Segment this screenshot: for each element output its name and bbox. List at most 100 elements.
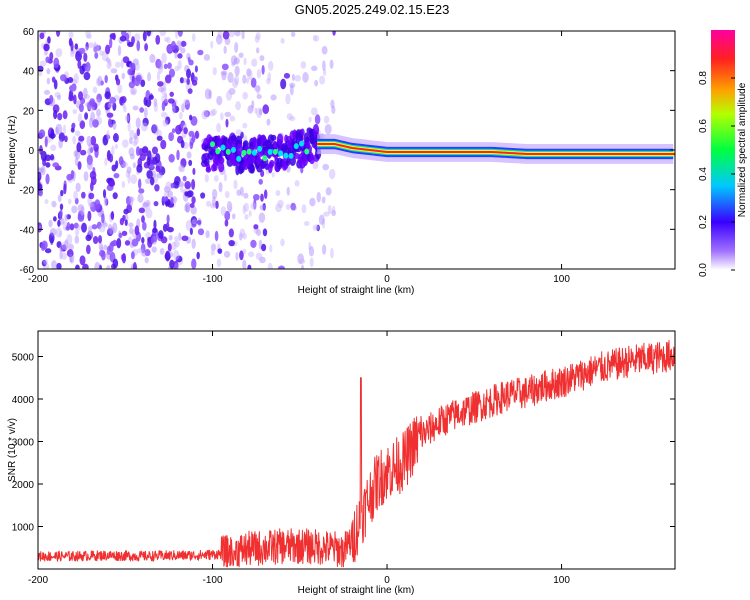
spectrogram-noise-dot [133,134,139,145]
spectrogram-noise-dot [153,219,157,230]
spectrogram-noise-dot [175,255,183,263]
snr-x-tick-label: 100 [553,575,570,586]
spectrogram-noise-dot [235,251,239,261]
spectrogram-noise-dot [316,191,322,203]
spectrogram-noise-dot [211,108,217,116]
spectrogram-noise-dot [84,66,90,72]
spectrogram-noise-dot [184,181,192,190]
spectrogram-noise-dot [141,251,148,257]
spectrogram-noise-dot [38,70,43,77]
spectrogram-noise-dot [163,190,170,199]
spectrogram-noise-dot [215,200,219,210]
spectrogram-noise-dot [92,235,99,245]
spectrogram-noise-dot [234,31,241,37]
spectrogram-y-tick-label: 0 [28,146,34,157]
spectrogram-noise-dot [77,224,81,231]
spectrogram-noise-dot [203,54,211,61]
spectrogram-noise-dot [192,167,196,176]
spectrogram-noise-dot [66,234,73,245]
spectrogram-noise-dot [98,242,104,252]
spectrogram-noise-dot [285,93,291,105]
spectrogram-noise-dot [286,186,290,196]
snr-y-tick-label: 4000 [12,395,35,406]
spectrogram-noise-dot [242,259,247,269]
colorbar-label: Normalized spectral amplitude [737,82,748,217]
spectrogram-noise-dot [126,61,132,68]
spectrogram-noise-dot [142,31,147,42]
spectrogram-noise-dot [165,181,172,192]
spectrogram-noise-dot [118,156,124,166]
spectrogram-noise-dot [224,219,229,227]
spectrogram-noise-dot [280,78,287,90]
spectrogram-noise-dot [38,129,46,138]
spectrogram-noise-dot [180,47,186,54]
spectrogram-noise-dot [164,97,169,104]
spectrogram-noise-dot [222,31,230,40]
spectrogram-noise-dot [308,241,312,251]
spectrogram-noise-dot [252,193,260,201]
spectrogram-noise-dot [161,52,167,64]
spectrogram-noise-dot [121,72,125,80]
spectrogram-noise-dot [143,107,148,118]
spectrogram-noise-dot [144,43,149,52]
spectrogram-noise-dot [72,135,77,145]
spectrogram-noise-dot [254,107,258,114]
spectrogram-noise-dot [74,157,79,166]
spectrogram-noise-dot [132,162,137,169]
spectrogram-x-tick-label: 100 [553,274,570,285]
spectrogram-noise-dot [77,161,82,170]
spectrogram-noise-dot [86,154,93,166]
spectrogram-noise-dot [217,248,223,254]
spectrogram-noise-dot [62,244,67,251]
spectrogram-noise-dot [168,234,173,241]
spectrogram-noise-dot [108,59,112,67]
spectrogram-ridge-halo [235,135,243,146]
spectrogram-noise-dot [74,197,79,205]
spectrogram-noise-dot [135,146,140,157]
spectrogram-y-tick-label: 40 [23,67,35,78]
spectrogram-noise-dot [255,252,263,260]
spectrogram-noise-dot [73,222,79,229]
spectrogram-noise-dot [312,34,317,42]
spectrogram-noise-dot [314,34,320,42]
spectrogram-ridge-dot [293,143,299,150]
spectrogram-noise-dot [309,257,314,268]
spectrogram-noise-dot [208,89,212,100]
spectrogram-noise-dot [138,188,145,194]
spectrogram-noise-dot [177,53,183,59]
spectrogram-noise-dot [39,60,47,67]
spectrogram-noise-dot [77,113,83,124]
spectrogram-noise-dot [149,176,155,186]
spectrogram-noise-dot [40,242,46,251]
spectrogram-noise-dot [140,79,146,87]
spectrogram-noise-dot [163,186,171,193]
colorbar-ticks: 0.0 0.2 0.4 0.6 0.8 [698,71,735,277]
spectrogram-x-tick-label: -200 [28,274,48,285]
spectrogram-noise-dot [210,40,214,49]
spectrogram-noise-dot [104,74,108,84]
colorbar-tick-label: 0.0 [698,263,709,277]
spectrogram-noise-dot [325,187,332,196]
spectrogram-ridge-halo [236,143,243,156]
spectrogram-noise-dot [86,159,93,170]
spectrogram-noise-dot [77,204,85,213]
spectrogram-ridge-halo [303,132,310,144]
spectrogram-noise-dot [170,40,177,51]
spectrogram-noise-dot [148,163,155,170]
spectrogram-noise-dot [258,108,263,116]
spectrogram-ridge-dot [236,155,242,162]
spectrogram-noise-dot [49,52,54,61]
spectrogram-noise-dot [107,118,112,127]
spectrogram-noise-dot [161,196,169,202]
spectrogram-noise-dot [49,94,54,104]
spectrogram-noise-dot [75,182,81,192]
spectrogram-noise-dot [210,243,217,251]
spectrogram-noise-dot [249,104,254,112]
snr-y-tick-label: 5000 [12,353,35,364]
spectrogram-noise-dot [145,208,153,219]
spectrogram-noise-dot [90,135,97,146]
spectrogram-noise-dot [153,101,158,112]
spectrogram-noise-dot [247,105,254,114]
spectrogram-noise-dot [86,244,91,255]
spectrogram-noise-dot [241,31,245,40]
